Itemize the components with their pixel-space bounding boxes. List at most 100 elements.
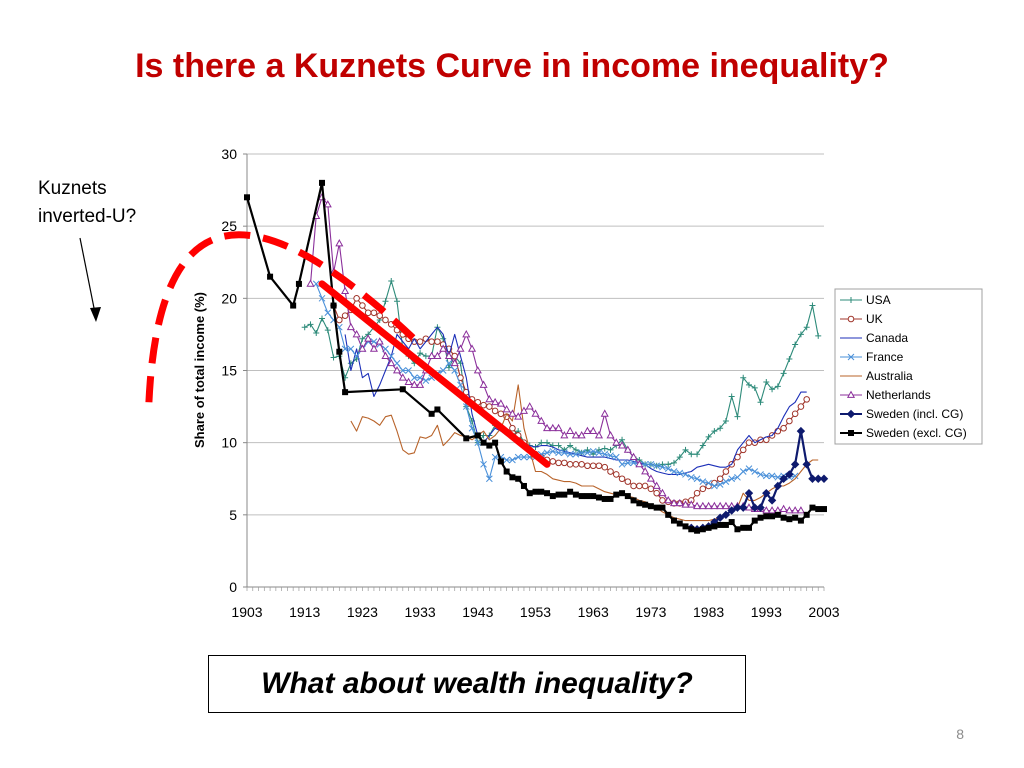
legend-entry-6: Sweden (incl. CG) — [866, 407, 963, 421]
series-point-1 — [561, 459, 568, 467]
series-point-3 — [405, 367, 412, 374]
legend-marker-0 — [848, 297, 854, 303]
series-point-7 — [526, 490, 533, 497]
series-point-3 — [745, 465, 753, 473]
series-point-0 — [745, 381, 752, 388]
series-point-5 — [537, 416, 546, 424]
series-point-1 — [376, 312, 384, 319]
series-point-7 — [774, 511, 781, 518]
series-point-7 — [549, 493, 556, 500]
series-point-7 — [561, 491, 568, 498]
series-point-5 — [618, 441, 627, 449]
series-point-7 — [267, 273, 274, 280]
series-point-5 — [346, 322, 355, 331]
series-point-7 — [503, 468, 510, 475]
x-tick-label-1953: 1953 — [520, 604, 551, 620]
series-point-0 — [601, 445, 608, 452]
y-tick-label-20: 20 — [221, 290, 237, 306]
legend: USA UK Canada France Australia Netherlands Swe… — [834, 288, 983, 445]
series-point-7 — [653, 504, 660, 511]
series-point-6 — [773, 481, 783, 491]
legend-entry-5: Netherlands — [866, 388, 931, 402]
x-tick-label-1933: 1933 — [405, 604, 436, 620]
annotation-line-1: Kuznets — [38, 178, 107, 199]
series-point-5 — [542, 423, 552, 432]
series-point-7 — [821, 506, 827, 513]
series-point-7 — [399, 386, 406, 393]
series-point-3 — [630, 459, 637, 467]
x-tick-label-1973: 1973 — [635, 604, 666, 620]
series-point-1 — [780, 424, 787, 432]
series-point-5 — [427, 351, 436, 359]
series-point-0 — [682, 446, 689, 453]
series-point-5 — [462, 329, 471, 338]
series-point-6 — [802, 460, 811, 469]
x-tick-label-1983: 1983 — [693, 604, 724, 620]
series-point-0 — [676, 454, 683, 461]
series-point-3 — [589, 447, 597, 455]
x-tick-label-2003: 2003 — [808, 604, 839, 620]
series-point-3 — [457, 381, 464, 389]
series-point-0 — [382, 298, 389, 305]
series-point-7 — [745, 524, 752, 531]
series-point-5 — [531, 409, 540, 417]
series-1 — [330, 295, 810, 507]
series-point-1 — [486, 403, 493, 410]
series-point-1 — [791, 410, 799, 418]
series-point-3 — [474, 439, 482, 447]
series-point-7 — [694, 527, 701, 534]
series-point-5 — [479, 380, 488, 388]
series-point-6 — [727, 506, 736, 515]
series-point-5 — [444, 351, 453, 359]
series-point-5 — [612, 438, 621, 446]
series-point-5 — [560, 431, 569, 439]
series-point-6 — [762, 488, 771, 498]
series-point-5 — [646, 474, 655, 482]
series-point-3 — [762, 472, 770, 480]
series-point-0 — [786, 355, 793, 362]
series-point-3 — [670, 468, 678, 475]
series-point-0 — [809, 302, 816, 309]
series-point-1 — [641, 482, 649, 490]
series-point-7 — [336, 348, 343, 355]
series-point-1 — [509, 424, 516, 432]
series-point-3 — [647, 460, 655, 468]
series-point-5 — [768, 506, 777, 514]
series-point-7 — [624, 493, 631, 500]
series-point-6 — [733, 503, 742, 512]
series-point-7 — [757, 514, 764, 521]
series-point-5 — [358, 344, 367, 352]
series-point-7 — [642, 501, 649, 508]
series-point-3 — [728, 475, 736, 483]
decline-trend-line — [318, 280, 551, 468]
legend-entry-7: Sweden (excl. CG) — [866, 426, 967, 440]
series-point-0 — [417, 350, 424, 357]
series-point-0 — [815, 332, 822, 339]
series-point-5 — [652, 481, 661, 489]
series-point-3 — [422, 377, 430, 384]
series-point-7 — [290, 302, 297, 309]
series-point-7 — [734, 526, 741, 533]
series-point-6 — [814, 474, 823, 483]
grid-lines — [247, 153, 824, 516]
series-point-7 — [584, 493, 591, 500]
series-point-7 — [544, 490, 551, 497]
series-point-5 — [323, 200, 332, 208]
series-point-7 — [601, 495, 608, 502]
series-point-6 — [779, 474, 788, 483]
x-tick-label-1923: 1923 — [347, 604, 378, 620]
series-point-5 — [416, 380, 425, 388]
series-point-1 — [693, 489, 701, 497]
series-point-3 — [566, 450, 574, 458]
series-point-3 — [439, 367, 447, 374]
series-point-7 — [428, 410, 435, 417]
series-point-3 — [509, 456, 516, 464]
series-point-1 — [786, 417, 793, 425]
series-point-1 — [699, 485, 707, 493]
series-point-5 — [404, 377, 413, 385]
series-point-5 — [410, 380, 419, 388]
series-point-3 — [676, 469, 684, 477]
series-point-5 — [687, 500, 696, 508]
series-point-7 — [295, 280, 302, 287]
series-point-3 — [549, 447, 557, 455]
